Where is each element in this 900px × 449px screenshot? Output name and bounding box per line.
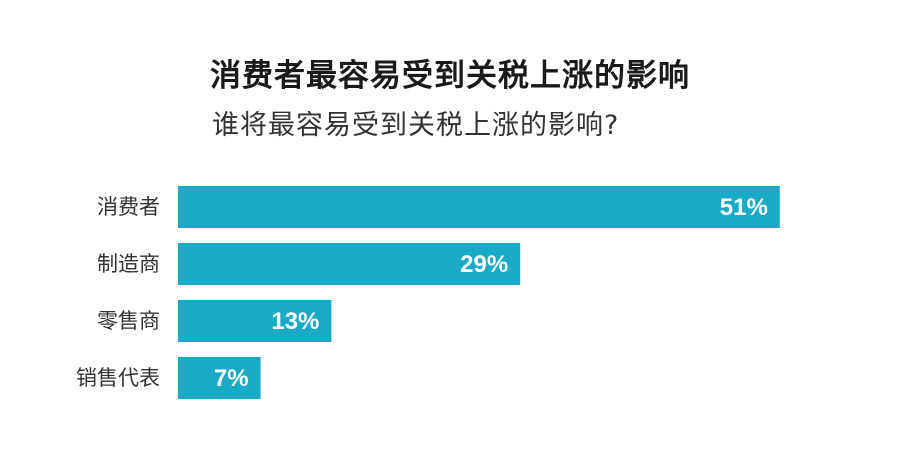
bar-1	[178, 186, 780, 228]
category-label-1: 消费者	[97, 195, 160, 219]
chart-title: 消费者最容易受到关税上涨的影响	[210, 58, 690, 94]
value-label-3: 13%	[271, 308, 319, 335]
bar-2	[178, 243, 521, 285]
category-label-4: 销售代表	[76, 366, 160, 390]
chart-subtitle: 谁将最容易受到关税上涨的影响?	[212, 110, 620, 141]
bar-4	[178, 357, 261, 399]
bar-3	[178, 300, 332, 342]
value-label-4: 7%	[214, 365, 249, 392]
category-label-3: 零售商	[97, 309, 160, 333]
value-label-2: 29%	[460, 251, 508, 278]
category-label-2: 制造商	[97, 252, 160, 276]
value-label-1: 51%	[720, 194, 768, 221]
